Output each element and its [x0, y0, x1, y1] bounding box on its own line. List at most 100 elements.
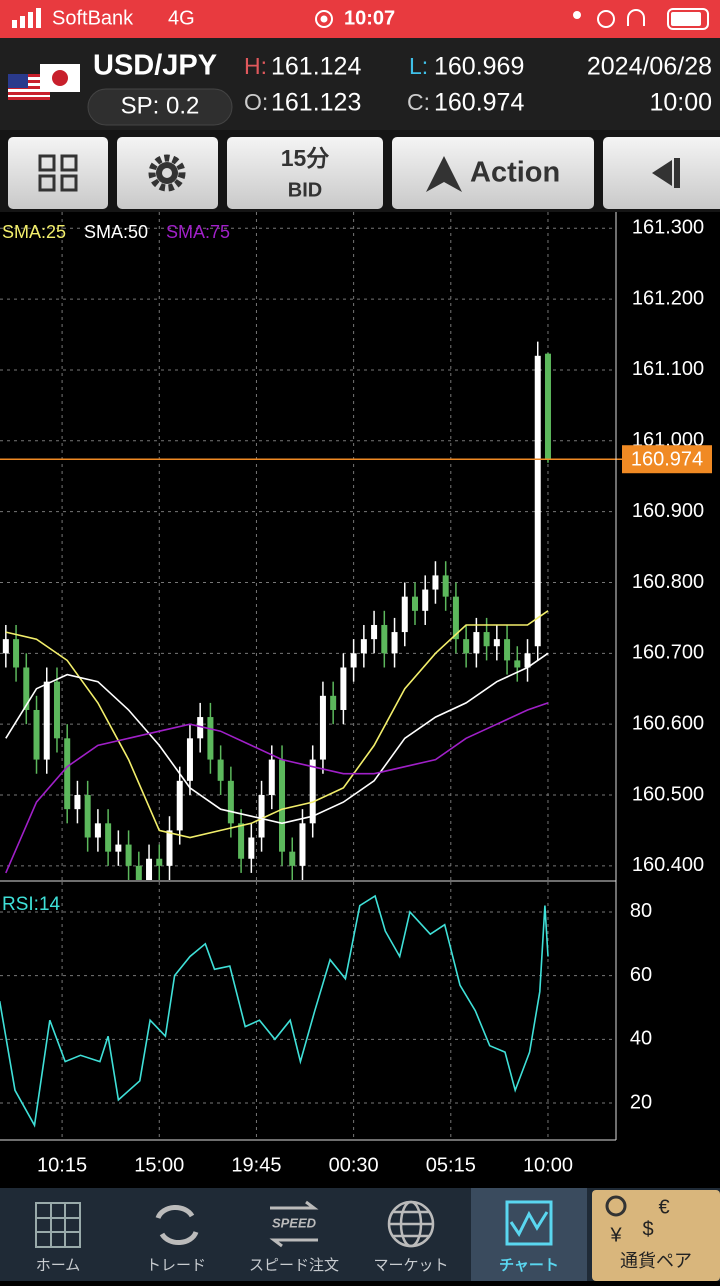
sma-line [5, 702, 549, 874]
candle-body [483, 632, 490, 647]
current-price-box [622, 445, 712, 474]
candle-body [360, 639, 367, 654]
candle-body [381, 624, 388, 654]
candle-body [340, 667, 347, 710]
candle-body [371, 624, 378, 640]
network: 4G [168, 7, 195, 29]
candle-body [74, 794, 81, 810]
trade-icon [155, 1204, 199, 1246]
timeframe-button[interactable] [227, 137, 383, 209]
action-icon [426, 156, 462, 192]
candle-body [289, 851, 296, 866]
spread-pill [87, 88, 233, 126]
candle-body [33, 709, 40, 760]
current-price-label: 160.974 [631, 449, 703, 471]
candle-body [442, 575, 449, 597]
candle-body [279, 759, 286, 852]
status-icon [573, 11, 581, 19]
candle-body [473, 632, 480, 654]
candle-body [401, 596, 408, 633]
close-label: C: [407, 89, 430, 115]
candle-body [248, 837, 255, 859]
tab-label[interactable]: トレード [146, 1257, 206, 1274]
candle-body [319, 695, 326, 760]
open-value: 161.123 [271, 89, 361, 117]
x-tick-label: 10:00 [523, 1154, 573, 1176]
gear-icon [148, 154, 186, 192]
candle-body [299, 823, 306, 866]
candle-body [268, 759, 275, 795]
y-tick-label: 40 [630, 1028, 652, 1050]
candle-body [23, 667, 30, 710]
x-tick-label: 15:00 [134, 1154, 184, 1176]
action-button[interactable] [392, 137, 594, 209]
layout-button[interactable] [8, 137, 108, 209]
y-tick-label: 160.800 [632, 571, 704, 593]
date: 2024/06/28 [587, 53, 712, 81]
candle-body [411, 596, 418, 611]
candle-body [197, 717, 204, 739]
price-type: BID [288, 179, 322, 201]
open-label: O: [244, 89, 268, 115]
grid-icon [38, 154, 78, 192]
candle-body [105, 823, 112, 852]
tab-label[interactable]: 通貨ペア [620, 1251, 692, 1271]
candle-body [422, 589, 429, 611]
tab-label[interactable]: ホーム [36, 1257, 81, 1274]
tab-label[interactable]: スピード注文 [249, 1257, 339, 1274]
tab-label[interactable]: チャート [499, 1257, 559, 1274]
candle-body [146, 858, 153, 880]
candle-body [207, 717, 214, 760]
svg-text:SPEED: SPEED [272, 1215, 317, 1230]
y-tick-label: 160.600 [632, 712, 704, 734]
candle-body [94, 823, 101, 838]
currency-icon: ¥ $€ [605, 1195, 670, 1246]
candle-body [258, 794, 265, 838]
candle-body [534, 355, 541, 647]
x-tick-label: 00:30 [329, 1154, 379, 1176]
status-bar [0, 0, 720, 38]
candle-body [43, 681, 50, 760]
candle-body [53, 681, 60, 739]
svg-text:$: $ [642, 1218, 653, 1240]
low-value: 160.969 [434, 53, 524, 81]
candle-body [64, 738, 71, 810]
sma-line [5, 610, 549, 839]
candle-body [432, 575, 439, 590]
y-tick-label: 160.900 [632, 500, 704, 522]
candle-body [544, 353, 551, 460]
y-tick-label: 60 [630, 964, 652, 986]
candle-body [176, 780, 183, 831]
flag-icon [8, 64, 80, 100]
timeframe: 15分 [281, 145, 330, 171]
sma-line [5, 652, 549, 825]
candle-body [2, 639, 9, 654]
time: 10:00 [649, 89, 712, 117]
y-tick-label: 161.200 [632, 287, 704, 309]
signal-icon [12, 8, 41, 28]
plot [0, 212, 616, 880]
clock: 10:07 [344, 7, 395, 29]
candle-body [452, 596, 459, 640]
battery [667, 8, 709, 30]
action-label: Action [470, 157, 560, 189]
legend-entry: SMA:75 [166, 222, 230, 242]
y-tick-label: 161.300 [632, 217, 704, 239]
candle-body [217, 759, 224, 781]
candle-body [493, 639, 500, 647]
x-tick-label: 19:45 [231, 1154, 281, 1176]
candle-body [309, 759, 316, 824]
candle-body [350, 653, 357, 668]
close-value: 160.974 [434, 89, 524, 117]
candle-body [84, 794, 91, 838]
candle-body [125, 844, 132, 866]
svg-text:¥: ¥ [609, 1224, 622, 1246]
x-tick-label: 05:15 [426, 1154, 476, 1176]
y-tick-label: 160.500 [632, 783, 704, 805]
candle-body [514, 660, 521, 668]
legend-entry: SMA:50 [84, 222, 148, 242]
y-tick-label: 80 [630, 900, 652, 922]
candle-body [227, 780, 234, 824]
chart-icon [505, 1200, 553, 1246]
tab-label[interactable]: マーケット [373, 1257, 448, 1274]
